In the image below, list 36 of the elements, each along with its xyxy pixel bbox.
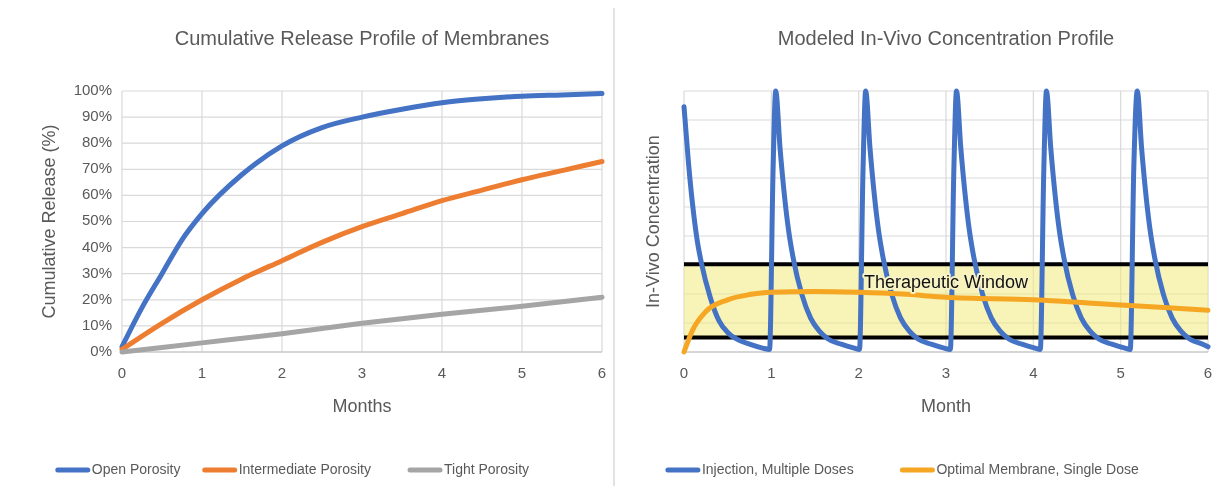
y-tick-label: 80% (81, 133, 112, 151)
x-axis-title: Month (920, 396, 972, 416)
chart-title: Cumulative Release Profile of Membranes (174, 27, 550, 49)
y-tick-label: 50% (81, 211, 112, 229)
x-axis-title: Months (332, 396, 392, 416)
x-tick-label: 0 (117, 363, 127, 381)
x-tick-label: 6 (597, 363, 607, 381)
y-tick-label: 0% (90, 341, 112, 359)
x-tick-label: 1 (197, 363, 207, 381)
x-tick-label: 2 (277, 363, 287, 381)
x-tick-label: 4 (1029, 363, 1038, 381)
x-tick-label: 3 (357, 363, 367, 381)
x-tick-label: 2 (854, 363, 863, 381)
legend-label: Optimal Membrane, Single Dose (936, 460, 1139, 477)
y-tick-label: 70% (81, 159, 112, 177)
legend-label: Intermediate Porosity (238, 460, 371, 477)
y-axis-title: In-Vivo Concentration (642, 135, 663, 308)
x-tick-label: 3 (941, 363, 951, 381)
y-axis-title: Cumulative Release (%) (38, 124, 59, 319)
x-tick-label: 5 (1116, 363, 1125, 381)
legend-label: Injection, Multiple Doses (701, 460, 854, 477)
y-tick-label: 10% (81, 315, 112, 333)
x-tick-label: 1 (767, 363, 776, 381)
y-tick-label: 60% (81, 185, 112, 203)
legend-label: Tight Porosity (444, 460, 530, 477)
legend-label: Open Porosity (91, 460, 181, 477)
x-tick-label: 4 (437, 363, 447, 381)
y-tick-label: 90% (81, 107, 112, 125)
chart-title: Modeled In-Vivo Concentration Profile (777, 27, 1115, 49)
y-tick-label: 100% (73, 80, 112, 98)
y-tick-label: 20% (81, 289, 112, 307)
x-tick-label: 5 (517, 363, 527, 381)
y-tick-label: 30% (81, 263, 112, 281)
x-tick-label: 6 (1203, 363, 1213, 381)
y-tick-label: 40% (81, 237, 112, 255)
x-tick-label: 0 (679, 363, 689, 381)
